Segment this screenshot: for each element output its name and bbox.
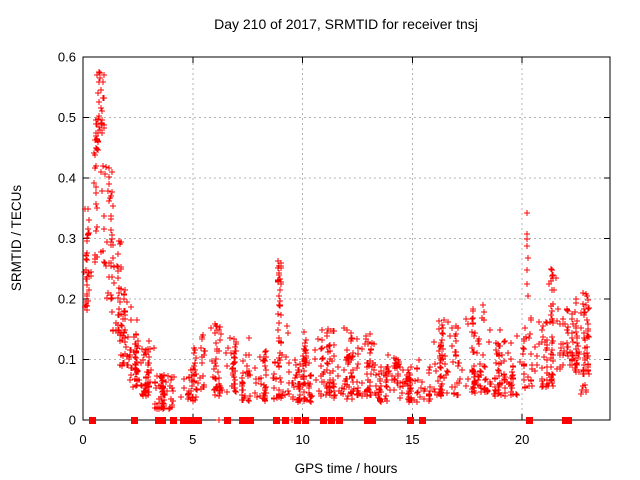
axis-tick-labels: 0 5 10 15 20 0 0.1 0.2 0.3 0.4 0.5 0.6	[58, 50, 529, 448]
zero-value-block-marker	[184, 417, 191, 424]
zero-value-block-marker	[239, 417, 246, 424]
x-tick-label: 0	[79, 432, 86, 447]
zero-value-block-marker	[302, 417, 309, 424]
x-tick-label: 15	[405, 432, 419, 447]
zero-value-block-marker	[565, 417, 572, 424]
y-tick-label: 0.3	[58, 231, 76, 246]
zero-value-block-marker	[170, 417, 177, 424]
zero-value-block-marker	[195, 417, 202, 424]
chart-title: Day 210 of 2017, SRMTID for receiver tns…	[214, 16, 478, 32]
zero-value-block-marker	[155, 417, 162, 424]
grid-path	[84, 58, 609, 419]
zero-value-block-marker	[320, 417, 327, 424]
y-tick-label: 0.6	[58, 50, 76, 65]
zero-value-block-marker	[407, 417, 414, 424]
zero-value-block-marker	[131, 417, 138, 424]
y-tick-label: 0.4	[58, 171, 76, 186]
zero-value-block-marker	[159, 417, 166, 424]
zero-value-block-marker	[273, 417, 280, 424]
zero-value-block-marker	[328, 417, 335, 424]
zero-value-block-marker	[224, 417, 231, 424]
zero-value-block-marker	[336, 417, 343, 424]
zero-value-block-marker	[247, 417, 254, 424]
zero-value-block-marker	[526, 417, 533, 424]
y-axis-label: SRMTID / TECUs	[9, 185, 24, 292]
y-tick-label: 0.2	[58, 292, 76, 307]
zero-value-block-marker	[180, 417, 187, 424]
x-axis-label: GPS time / hours	[295, 461, 398, 476]
grid-lines	[84, 58, 609, 419]
zero-value-block-marker	[294, 417, 301, 424]
y-tick-label: 0	[69, 413, 76, 428]
y-tick-label: 0.5	[58, 110, 76, 125]
data-points	[81, 69, 592, 424]
zero-value-block-marker	[369, 417, 376, 424]
zero-value-block-marker	[282, 417, 289, 424]
zero-value-block-marker	[419, 417, 426, 424]
x-tick-label: 5	[189, 432, 196, 447]
zero-value-block-marker	[364, 417, 371, 424]
scatter-plus-markers	[81, 69, 592, 423]
zero-value-block-marker	[190, 417, 197, 424]
y-tick-label: 0.1	[58, 352, 76, 367]
zero-value-block-marker	[89, 417, 96, 424]
x-tick-label: 10	[295, 432, 309, 447]
x-tick-label: 20	[515, 432, 529, 447]
